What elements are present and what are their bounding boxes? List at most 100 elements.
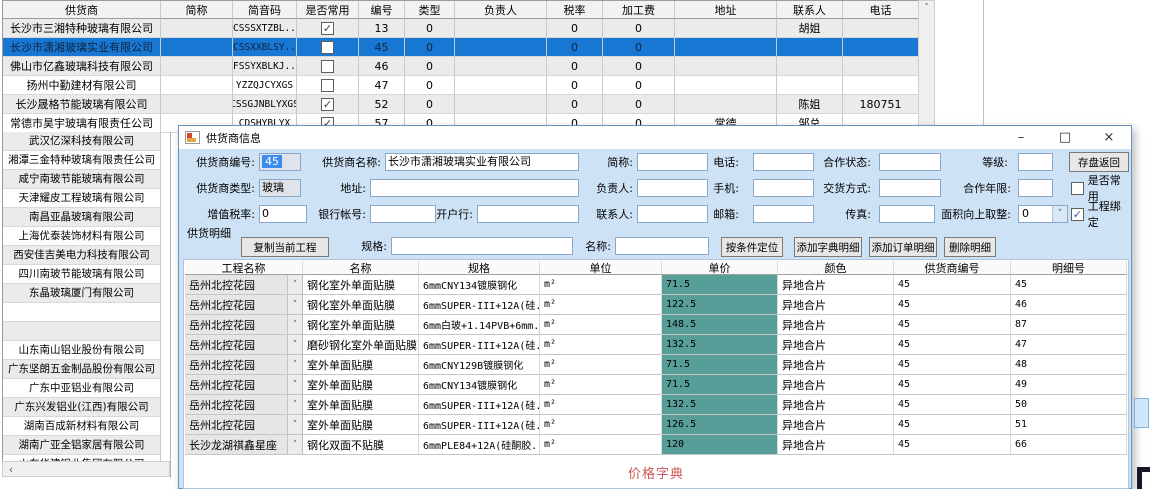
detail-row[interactable]: 岳州北控花园 ˅室外单面贴膜6mmSUPER-III+12A(硅...m²132.… [185, 395, 1127, 415]
detail-column-header[interactable]: 供货商编号 [894, 261, 1011, 275]
project-name-combobox[interactable]: 岳州北控花园 ˅ [185, 275, 303, 295]
column-header[interactable]: 简音码 [233, 1, 297, 19]
supplier-cell[interactable]: 45 [359, 38, 405, 57]
area-round-up-combobox[interactable]: 0 ˅ [1018, 205, 1068, 223]
chevron-down-icon[interactable]: ˅ [287, 435, 302, 454]
detail-cell[interactable]: 46 [1011, 295, 1127, 315]
chevron-down-icon[interactable]: ˅ [287, 275, 302, 294]
address-input[interactable] [370, 179, 579, 197]
common-checkbox-cell[interactable]: ✓ [297, 95, 359, 114]
detail-cell[interactable]: m² [540, 435, 662, 455]
supplier-cell[interactable]: 长沙市三湘特种玻璃有限公司 [3, 19, 161, 38]
supplier-list-item[interactable]: 湘潭三金特种玻璃有限责任公司 [3, 151, 161, 170]
detail-cell[interactable]: 6mm白玻+1.14PVB+6mm... [419, 315, 540, 335]
supplier-cell[interactable]: 0 [405, 57, 455, 76]
coop-years-input[interactable] [1018, 179, 1053, 197]
detail-cell[interactable]: 45 [1011, 275, 1127, 295]
detail-row[interactable]: 岳州北控花园 ˅ 钢化室外单面贴膜 6mmCNY134镀膜钢化 m² 71.5 异地合片 45… [185, 275, 1127, 295]
column-header[interactable]: 税率 [547, 1, 603, 19]
detail-column-header[interactable]: 单价 [662, 261, 778, 275]
supplier-cell[interactable]: 180751 [843, 95, 919, 114]
detail-row[interactable]: 岳州北控花园 ˅磨砂钢化室外单面贴膜6mmSUPER-III+12A(硅...m²… [185, 335, 1127, 355]
save-return-button[interactable]: 存盘返回 [1069, 152, 1129, 172]
detail-cell[interactable]: 45 [894, 395, 1011, 415]
detail-cell[interactable]: m² [540, 275, 662, 295]
project-bind-checkbox[interactable]: ✓ 工程绑定 [1071, 200, 1131, 229]
supplier-list-item[interactable]: 广东中亚铝业有限公司 [3, 379, 161, 398]
supplier-cell[interactable]: YZZQJCYXGS [233, 76, 297, 95]
supplier-list-item[interactable]: 四川南玻节能玻璃有限公司 [3, 265, 161, 284]
supplier-cell[interactable] [843, 19, 919, 38]
detail-column-header[interactable]: 规格 [419, 261, 540, 275]
chevron-down-icon[interactable]: ˅ [287, 315, 302, 334]
scroll-left-icon[interactable]: ‹ [8, 462, 14, 476]
manager-input[interactable] [637, 179, 708, 197]
chevron-down-icon[interactable]: ˅ [287, 415, 302, 434]
detail-cell[interactable]: 45 [894, 295, 1011, 315]
supplier-cell[interactable]: 0 [603, 95, 675, 114]
checkbox-icon[interactable] [1071, 181, 1084, 195]
supplier-cell[interactable] [675, 76, 777, 95]
supplier-list-item[interactable]: 山东南山铝业股份有限公司 [3, 341, 161, 360]
detail-cell[interactable]: 45 [894, 275, 1011, 295]
detail-row[interactable]: 岳州北控花园 ˅ 室外单面贴膜 6mmCNY129B镀膜钢化 m² 71.5 异地合片 45 4… [185, 355, 1127, 375]
copy-current-project-button[interactable]: 复制当前工程 [241, 237, 329, 257]
common-checkbox-cell[interactable] [297, 57, 359, 76]
suppliers-list-horizontal-scrollbar[interactable]: ‹ [2, 461, 170, 477]
detail-cell[interactable]: m² [540, 375, 662, 395]
column-header[interactable]: 联系人 [777, 1, 843, 19]
common-checkbox-cell[interactable] [297, 76, 359, 95]
column-header[interactable]: 加工费 [603, 1, 675, 19]
unit-price-cell[interactable]: 122.5 [662, 295, 778, 315]
supplier-row[interactable]: 长沙市三湘特种玻璃有限公司 CSSSXTZBL.. ✓ 13 0 0 0 胡姐 [3, 19, 919, 38]
detail-cell[interactable]: 异地合片 [778, 275, 894, 295]
locate-by-condition-button[interactable]: 按条件定位 [721, 237, 783, 257]
supplier-cell[interactable]: CSSXXBLSY.. [233, 38, 297, 57]
detail-cell[interactable]: 异地合片 [778, 415, 894, 435]
detail-column-header[interactable]: 名称 [303, 261, 419, 275]
column-header[interactable]: 负责人 [455, 1, 547, 19]
detail-cell[interactable]: m² [540, 295, 662, 315]
detail-cell[interactable]: 47 [1011, 335, 1127, 355]
common-checkbox-cell[interactable] [297, 38, 359, 57]
project-name-combobox[interactable]: 岳州北控花园 ˅ [185, 415, 303, 435]
detail-cell[interactable]: 6mmPLE84+12A(硅酮胶... [419, 435, 540, 455]
minimize-button[interactable]: – [1017, 130, 1025, 145]
unit-price-cell[interactable]: 126.5 [662, 415, 778, 435]
detail-cell[interactable]: 6mmSUPER-III+12A(硅... [419, 295, 540, 315]
detail-row[interactable]: 岳州北控花园 ˅ 钢化室外单面贴膜 6mm白玻+1.14PVB+6mm... m² 148… [185, 315, 1127, 335]
detail-column-header[interactable]: 颜色 [778, 261, 894, 275]
supplier-list-item[interactable]: 湖南百成新材料有限公司 [3, 417, 161, 436]
column-header[interactable]: 是否常用 [297, 1, 359, 19]
supplier-row[interactable]: 扬州中勤建材有限公司 YZZQJCYXGS 47 0 0 0 [3, 76, 919, 95]
supplier-cell[interactable]: 0 [603, 57, 675, 76]
supplier-cell[interactable]: 0 [603, 76, 675, 95]
supplier-row[interactable]: 长沙市潇湘玻璃实业有限公司 CSSXXBLSY.. 45 0 0 0 [3, 38, 919, 57]
column-header[interactable]: 简称 [161, 1, 233, 19]
supplier-cell[interactable] [843, 57, 919, 76]
detail-cell[interactable]: 45 [894, 415, 1011, 435]
checkbox-icon[interactable] [321, 40, 334, 54]
supplier-cell[interactable] [675, 38, 777, 57]
supplier-cell[interactable] [777, 76, 843, 95]
chevron-down-icon[interactable]: ˅ [287, 375, 302, 394]
scroll-up-icon[interactable]: ˄ [924, 3, 929, 13]
bank-account-input[interactable] [370, 205, 436, 223]
chevron-down-icon[interactable]: ˅ [1052, 206, 1067, 222]
maximize-button[interactable]: □ [1058, 130, 1072, 145]
supplier-list-item[interactable]: 天津耀皮工程玻璃有限公司 [3, 189, 161, 208]
checkbox-icon[interactable]: ✓ [321, 97, 334, 111]
detail-cell[interactable]: 45 [894, 315, 1011, 335]
grade-input[interactable] [1018, 153, 1053, 171]
detail-column-header[interactable]: 单位 [540, 261, 662, 275]
supplier-cell[interactable] [777, 57, 843, 76]
detail-cell[interactable]: 室外单面贴膜 [303, 375, 419, 395]
detail-cell[interactable]: m² [540, 415, 662, 435]
detail-column-header[interactable]: 明细号 [1011, 261, 1127, 275]
supplier-cell[interactable]: 0 [547, 19, 603, 38]
supplier-cell[interactable]: 47 [359, 76, 405, 95]
chevron-down-icon[interactable]: ˅ [287, 335, 302, 354]
supplier-cell[interactable]: 52 [359, 95, 405, 114]
suppliers-table-vertical-scrollbar[interactable]: ˄ [918, 0, 935, 132]
supplier-cell[interactable]: 陈姐 [777, 95, 843, 114]
